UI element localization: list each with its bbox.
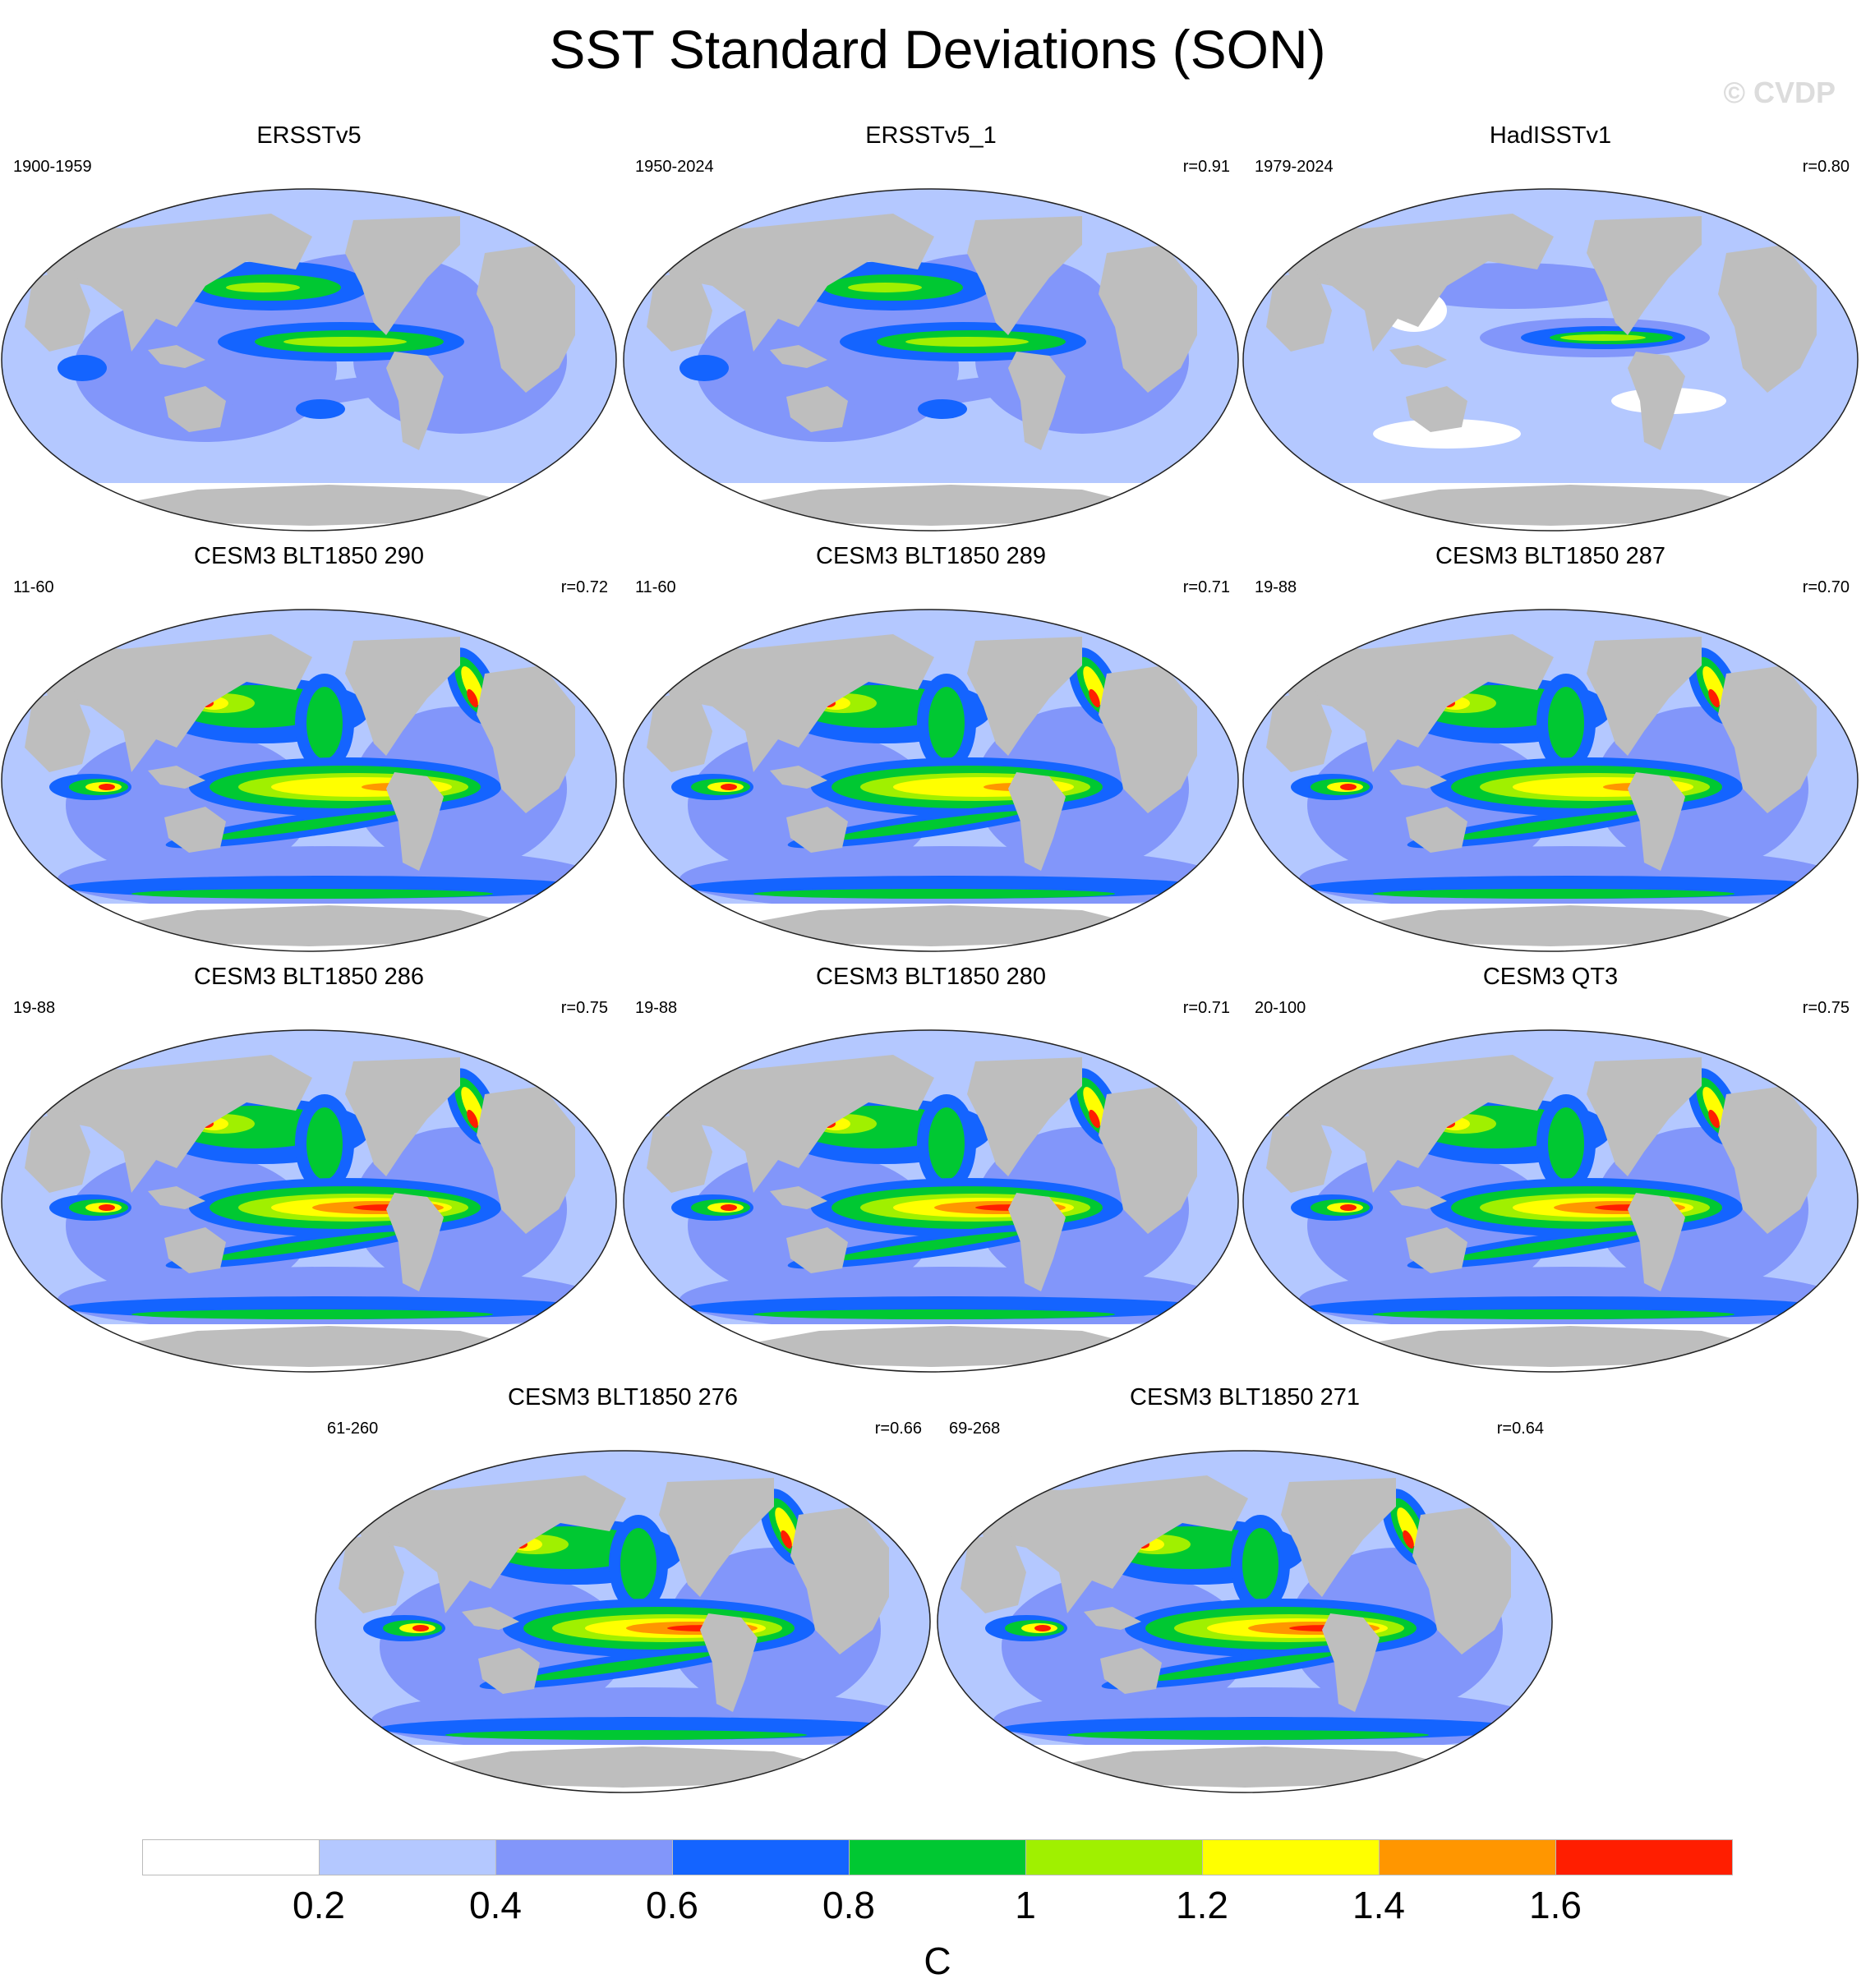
panel-correlation: r=0.66 bbox=[874, 1420, 922, 1438]
map-plot bbox=[1, 1029, 617, 1373]
colorbar-tick-label: 0.8 bbox=[822, 1884, 875, 1926]
colorbar-segment bbox=[495, 1839, 673, 1875]
map-plot bbox=[623, 609, 1239, 952]
panel-period: 20-100 bbox=[1255, 999, 1306, 1017]
colorbar-segment bbox=[672, 1839, 850, 1875]
colorbar-tick-label: 0.6 bbox=[646, 1884, 698, 1926]
panel-period: 19-88 bbox=[635, 999, 678, 1017]
map-panel: HadISSTv1 1979-2024 r=0.80 bbox=[1242, 122, 1859, 532]
panel-title: CESM3 BLT1850 280 bbox=[816, 964, 1046, 990]
colorbar-unit: C bbox=[924, 1940, 951, 1982]
panel-title: CESM3 BLT1850 271 bbox=[1130, 1384, 1360, 1410]
colorbar-segment bbox=[1025, 1839, 1203, 1875]
panel-correlation: r=0.75 bbox=[1802, 999, 1850, 1017]
panel-period: 11-60 bbox=[635, 578, 676, 596]
colorbar-segment bbox=[142, 1839, 320, 1875]
map-plot bbox=[315, 1450, 931, 1793]
panel-correlation: r=0.80 bbox=[1802, 158, 1850, 176]
map-panel: CESM3 BLT1850 271 69-268 r=0.64 bbox=[936, 1383, 1554, 1794]
panel-title: CESM3 BLT1850 287 bbox=[1435, 543, 1665, 569]
map-plot bbox=[1, 609, 617, 952]
panel-correlation: r=0.70 bbox=[1802, 578, 1850, 596]
panel-period: 1900-1959 bbox=[13, 158, 92, 176]
panel-correlation: r=0.75 bbox=[560, 999, 608, 1017]
colorbar-segment bbox=[319, 1839, 496, 1875]
panel-title: ERSSTv5_1 bbox=[865, 122, 997, 149]
colorbar-tick-label: 0.2 bbox=[293, 1884, 345, 1926]
panel-period: 1979-2024 bbox=[1255, 158, 1334, 176]
panel-period: 1950-2024 bbox=[635, 158, 714, 176]
panel-correlation: r=0.72 bbox=[560, 578, 608, 596]
map-panel: CESM3 QT3 20-100 r=0.75 bbox=[1242, 963, 1859, 1374]
map-panel: CESM3 BLT1850 286 19-88 r=0.75 bbox=[0, 963, 618, 1374]
colorbar-tick-label: 1.6 bbox=[1529, 1884, 1582, 1926]
map-panel: CESM3 BLT1850 287 19-88 r=0.70 bbox=[1242, 542, 1859, 953]
map-panel: ERSSTv5 1900-1959 bbox=[0, 122, 618, 532]
map-plot bbox=[1242, 609, 1859, 952]
colorbar-tick-label: 1.2 bbox=[1176, 1884, 1228, 1926]
panel-correlation: r=0.64 bbox=[1496, 1420, 1544, 1438]
colorbar-segment bbox=[1202, 1839, 1380, 1875]
panel-period: 69-268 bbox=[949, 1420, 1001, 1438]
map-plot bbox=[1, 188, 617, 532]
colorbar-segment bbox=[849, 1839, 1026, 1875]
panel-correlation: r=0.91 bbox=[1182, 158, 1230, 176]
map-plot bbox=[1242, 1029, 1859, 1373]
panel-correlation: r=0.71 bbox=[1182, 578, 1230, 596]
panel-period: 19-88 bbox=[13, 999, 56, 1017]
colorbar-tick-label: 0.4 bbox=[469, 1884, 522, 1926]
colorbar-tick-label: 1 bbox=[1015, 1884, 1036, 1926]
watermark: © CVDP bbox=[1723, 76, 1836, 109]
panel-title: CESM3 BLT1850 290 bbox=[194, 543, 424, 569]
colorbar-segment bbox=[1379, 1839, 1556, 1875]
panel-period: 61-260 bbox=[327, 1420, 379, 1438]
map-plot bbox=[623, 188, 1239, 532]
map-plot bbox=[1242, 188, 1859, 532]
map-panel: CESM3 BLT1850 289 11-60 r=0.71 bbox=[622, 542, 1240, 953]
panel-period: 11-60 bbox=[13, 578, 54, 596]
map-panel: CESM3 BLT1850 290 11-60 r=0.72 bbox=[0, 542, 618, 953]
colorbar-tick-label: 1.4 bbox=[1352, 1884, 1405, 1926]
panel-title: HadISSTv1 bbox=[1489, 122, 1612, 149]
figure-title: SST Standard Deviations (SON) bbox=[549, 19, 1326, 80]
map-panel: CESM3 BLT1850 280 19-88 r=0.71 bbox=[622, 963, 1240, 1374]
map-panel: ERSSTv5_1 1950-2024 r=0.91 bbox=[622, 122, 1240, 532]
map-plot bbox=[623, 1029, 1239, 1373]
map-plot bbox=[937, 1450, 1553, 1793]
colorbar-segment bbox=[1555, 1839, 1733, 1875]
panel-period: 19-88 bbox=[1255, 578, 1297, 596]
map-panel: CESM3 BLT1850 276 61-260 r=0.66 bbox=[314, 1383, 932, 1794]
panel-correlation: r=0.71 bbox=[1182, 999, 1230, 1017]
panel-title: CESM3 BLT1850 276 bbox=[508, 1384, 738, 1410]
panel-title: CESM3 BLT1850 286 bbox=[194, 964, 424, 990]
panel-title: CESM3 QT3 bbox=[1482, 964, 1619, 990]
colorbar bbox=[142, 1839, 1733, 1877]
panel-title: CESM3 BLT1850 289 bbox=[816, 543, 1046, 569]
panel-title: ERSSTv5 bbox=[256, 122, 362, 149]
